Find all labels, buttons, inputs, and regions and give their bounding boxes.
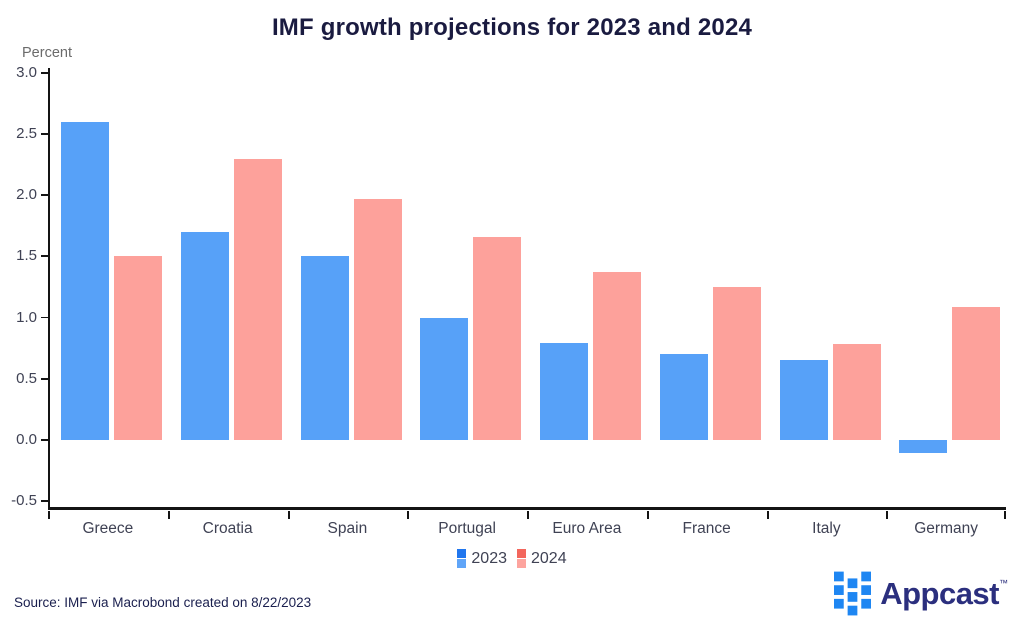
bar-2024-portugal	[473, 236, 522, 440]
y-tick-label: 1.5	[16, 247, 37, 265]
x-category-label: Spain	[327, 520, 368, 537]
y-tick-label: 2.0	[16, 186, 37, 204]
x-tick-mark	[886, 511, 889, 519]
x-tick-mark	[1004, 511, 1006, 519]
x-category-label: Euro Area	[552, 520, 622, 537]
y-axis-unit-label: Percent	[22, 45, 72, 61]
bar-2024-euro-area	[593, 272, 641, 440]
bar-2024-italy	[832, 344, 881, 440]
y-tick-mark	[41, 255, 48, 258]
legend-marker-icon	[457, 549, 467, 568]
y-tick-label: 0.5	[16, 369, 37, 387]
y-tick-mark	[41, 72, 48, 74]
y-tick-label: 3.0	[16, 64, 37, 81]
x-tick-mark	[48, 511, 50, 519]
legend: 2023 2024	[0, 549, 1024, 568]
bar-2023-france	[659, 354, 708, 440]
x-category-label: Portugal	[438, 520, 496, 537]
brand-wordmark: Appcast™	[880, 576, 1008, 612]
legend-marker-icon	[517, 549, 526, 568]
x-category-label: Greece	[82, 520, 134, 537]
y-tick-mark	[41, 438, 48, 441]
plot-area	[48, 68, 1006, 510]
bar-2024-greece	[114, 256, 162, 440]
y-tick-mark	[41, 133, 48, 135]
legend-item-2023: 2023	[457, 549, 507, 568]
x-tick-mark	[766, 511, 769, 519]
x-tick-mark	[287, 511, 290, 519]
chart-title: IMF growth projections for 2023 and 2024	[271, 14, 753, 41]
y-tick-label: 2.5	[16, 125, 37, 143]
y-tick-mark	[41, 194, 48, 197]
y-tick-label: -0.5	[11, 492, 37, 509]
x-tick-mark	[167, 511, 170, 519]
trademark-symbol: ™	[999, 578, 1008, 588]
y-tick-mark	[41, 377, 48, 380]
bar-2024-germany	[952, 306, 1001, 440]
bar-2024-spain	[353, 198, 402, 440]
brand-logo: Appcast™	[834, 571, 1008, 617]
bar-2023-euro-area	[540, 343, 588, 440]
bar-2023-portugal	[420, 317, 469, 440]
y-tick-label: 0.0	[16, 430, 37, 448]
x-category-label: Italy	[812, 520, 841, 537]
bar-2024-croatia	[233, 158, 282, 440]
appcast-mark-icon	[834, 571, 872, 616]
y-tick-label: 1.0	[16, 308, 37, 326]
x-category-label: Germany	[914, 520, 978, 537]
brand-name: Appcast	[880, 576, 999, 611]
y-tick-mark	[41, 500, 48, 502]
bar-2023-croatia	[180, 231, 229, 440]
legend-item-2024: 2024	[517, 549, 567, 568]
bar-2023-germany	[899, 439, 948, 454]
source-note: Source: IMF via Macrobond created on 8/2…	[14, 595, 312, 610]
bar-2023-greece	[61, 121, 109, 440]
x-tick-mark	[646, 511, 649, 519]
x-category-label: France	[682, 520, 731, 537]
legend-label: 2024	[531, 549, 567, 567]
bar-2024-france	[712, 287, 761, 440]
x-tick-mark	[527, 511, 529, 519]
y-tick-mark	[41, 316, 48, 319]
x-category-label: Croatia	[202, 520, 253, 537]
x-tick-mark	[407, 511, 410, 519]
legend-label: 2023	[471, 549, 507, 567]
bar-2023-spain	[300, 256, 349, 440]
bar-2023-italy	[779, 360, 828, 440]
